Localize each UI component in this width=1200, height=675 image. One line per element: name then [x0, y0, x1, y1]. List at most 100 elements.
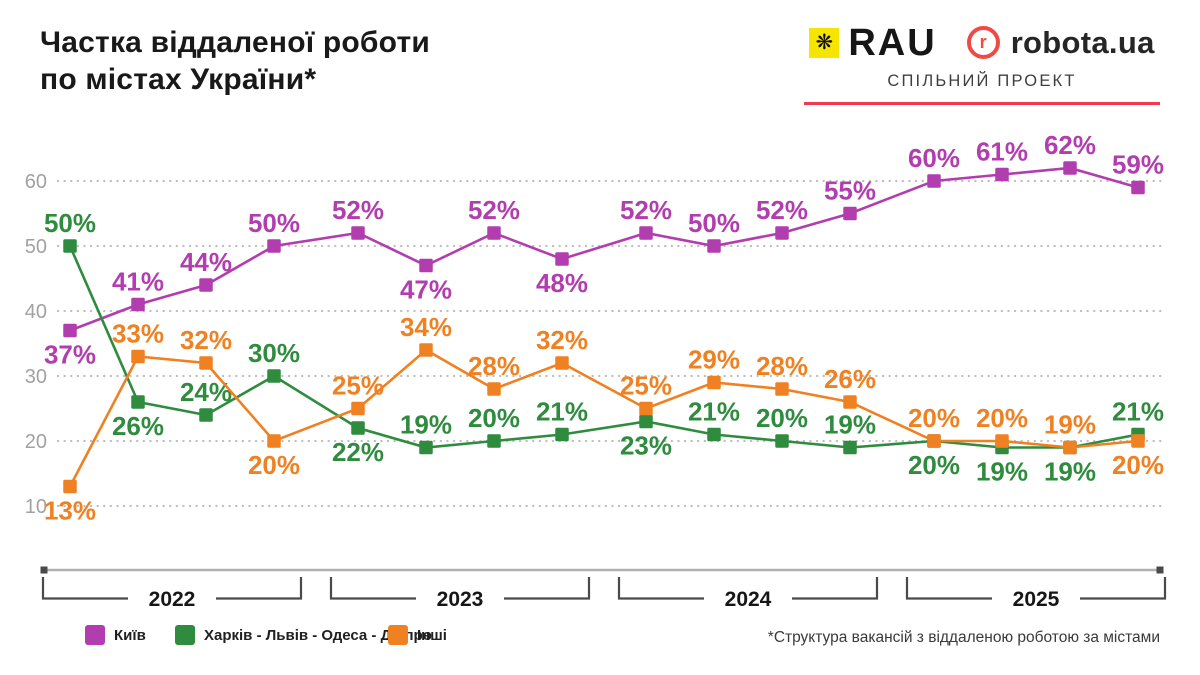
data-marker-s0-q9 [707, 239, 721, 253]
legend-item-kyiv: Київ [85, 625, 146, 645]
y-tick-label-40: 40 [25, 301, 47, 323]
data-marker-s1-q5 [419, 440, 433, 455]
data-marker-s1-q3 [267, 369, 281, 383]
data-marker-s2-q0 [63, 479, 77, 494]
value-label-s1-q3: 30% [248, 338, 300, 368]
data-marker-s0-q4 [351, 226, 365, 240]
value-label-s1-q8: 23% [620, 431, 672, 461]
value-label-s0-q3: 50% [248, 208, 300, 238]
robota-r-icon: r [966, 26, 1000, 59]
data-marker-s2-q13 [995, 434, 1009, 448]
data-marker-s2-q2 [199, 356, 213, 370]
y-tick-label-10: 10 [25, 496, 47, 518]
data-marker-s0-q15 [1131, 180, 1145, 195]
joint-project-label: СПІЛЬНИЙ ПРОЕКТ [887, 72, 1077, 90]
robota-logo-text: robota.ua [1010, 25, 1155, 60]
value-label-s1-q11: 19% [824, 410, 876, 440]
data-marker-s0-q0 [63, 323, 77, 338]
value-label-s0-q9: 50% [688, 208, 740, 238]
value-label-s2-q13: 20% [976, 403, 1028, 433]
logos-row: ❋ RAU r robota.ua [804, 21, 1160, 64]
page-title-line2: по містах України* [40, 63, 317, 96]
value-label-s0-q6: 52% [468, 195, 520, 225]
value-label-s1-q13: 19% [976, 457, 1028, 487]
data-marker-s1-q8 [639, 414, 653, 429]
value-label-s0-q8: 52% [620, 195, 672, 225]
legend-swatch-kyiv [85, 625, 105, 645]
robota-r-glyph: r [979, 31, 987, 52]
value-label-s2-q11: 26% [824, 364, 876, 394]
data-marker-s0-q13 [995, 167, 1009, 182]
value-label-s2-q1: 33% [112, 319, 164, 349]
value-label-s0-q10: 52% [756, 195, 808, 225]
value-label-s1-q10: 20% [756, 403, 808, 433]
data-marker-s2-q7 [555, 356, 569, 370]
data-marker-s1-q1 [131, 395, 145, 409]
value-label-s0-q2: 44% [180, 247, 232, 277]
axis-endcap [1156, 566, 1164, 574]
accent-line [804, 102, 1160, 105]
data-marker-s2-q4 [351, 401, 365, 416]
data-marker-s1-q6 [487, 434, 501, 448]
data-marker-s2-q6 [487, 382, 501, 396]
robota-logo: r robota.ua [966, 25, 1155, 60]
data-marker-s2-q12 [927, 434, 941, 448]
value-label-s1-q6: 20% [468, 403, 520, 433]
series-line-0 [69, 166, 1139, 332]
data-marker-s2-q10 [775, 382, 789, 396]
partners-block: ❋ RAU r robota.ua СПІЛЬНИЙ ПРОЕКТ [804, 21, 1160, 105]
year-bracket-2022 [41, 577, 303, 600]
data-marker-s2-q1 [131, 349, 145, 364]
value-label-s0-q5: 47% [400, 275, 452, 305]
value-label-s1-q5: 19% [400, 410, 452, 440]
data-marker-s1-q4 [351, 421, 365, 435]
value-label-s0-q15: 59% [1112, 150, 1164, 180]
data-marker-s0-q10 [775, 226, 789, 240]
series-line-2 [68, 348, 1139, 488]
data-marker-s0-q5 [419, 258, 433, 273]
value-label-s2-q4: 25% [332, 371, 384, 401]
rau-logo-text: RAU [848, 21, 937, 64]
value-label-s0-q12: 60% [908, 143, 960, 173]
data-marker-s2-q15 [1131, 434, 1145, 448]
legend-item-others: Інші [388, 625, 447, 645]
year-bracket-2025 [905, 577, 1167, 600]
value-label-s2-q5: 34% [400, 312, 452, 342]
y-tick-label-50: 50 [25, 236, 47, 258]
rau-logo: ❋ RAU [809, 21, 937, 64]
year-bracket-2024 [617, 577, 879, 600]
year-label-2024: 2024 [725, 588, 772, 611]
value-label-s1-q2: 24% [180, 377, 232, 407]
legend-label-big-cities: Харків - Львів - Одеса - Дніпро [204, 626, 432, 644]
value-label-s2-q14: 19% [1044, 410, 1096, 440]
axis-endcap [40, 566, 48, 574]
year-label-2025: 2025 [1013, 588, 1060, 611]
y-tick-label-20: 20 [25, 431, 47, 453]
value-label-s0-q1: 41% [112, 267, 164, 297]
data-marker-s2-q11 [843, 395, 857, 409]
series-line-1 [68, 245, 1139, 449]
data-marker-s1-q0 [63, 239, 77, 253]
data-marker-s0-q2 [199, 278, 213, 292]
value-label-s1-q0: 50% [44, 208, 96, 238]
data-marker-s1-q9 [707, 427, 721, 442]
value-label-s2-q8: 25% [620, 371, 672, 401]
data-marker-s0-q8 [639, 226, 653, 240]
page-title: Частка віддаленої роботи по містах Украї… [40, 24, 430, 98]
value-label-s0-q14: 62% [1044, 130, 1096, 160]
value-label-s2-q9: 29% [688, 345, 740, 375]
year-bracket-2023 [329, 577, 591, 600]
value-label-s2-q2: 32% [180, 325, 232, 355]
data-marker-s2-q8 [639, 401, 653, 416]
value-label-s1-q15: 21% [1112, 397, 1164, 427]
data-marker-s0-q12 [927, 174, 941, 188]
value-label-s0-q0: 37% [44, 340, 96, 370]
data-marker-s0-q6 [487, 226, 501, 240]
legend-item-big-cities: Харків - Львів - Одеса - Дніпро [175, 625, 432, 645]
value-label-s0-q13: 61% [976, 137, 1028, 167]
value-label-s0-q7: 48% [536, 268, 588, 298]
value-label-s2-q10: 28% [756, 351, 808, 381]
legend-swatch-big-cities [175, 625, 195, 645]
data-marker-s1-q11 [843, 440, 857, 455]
